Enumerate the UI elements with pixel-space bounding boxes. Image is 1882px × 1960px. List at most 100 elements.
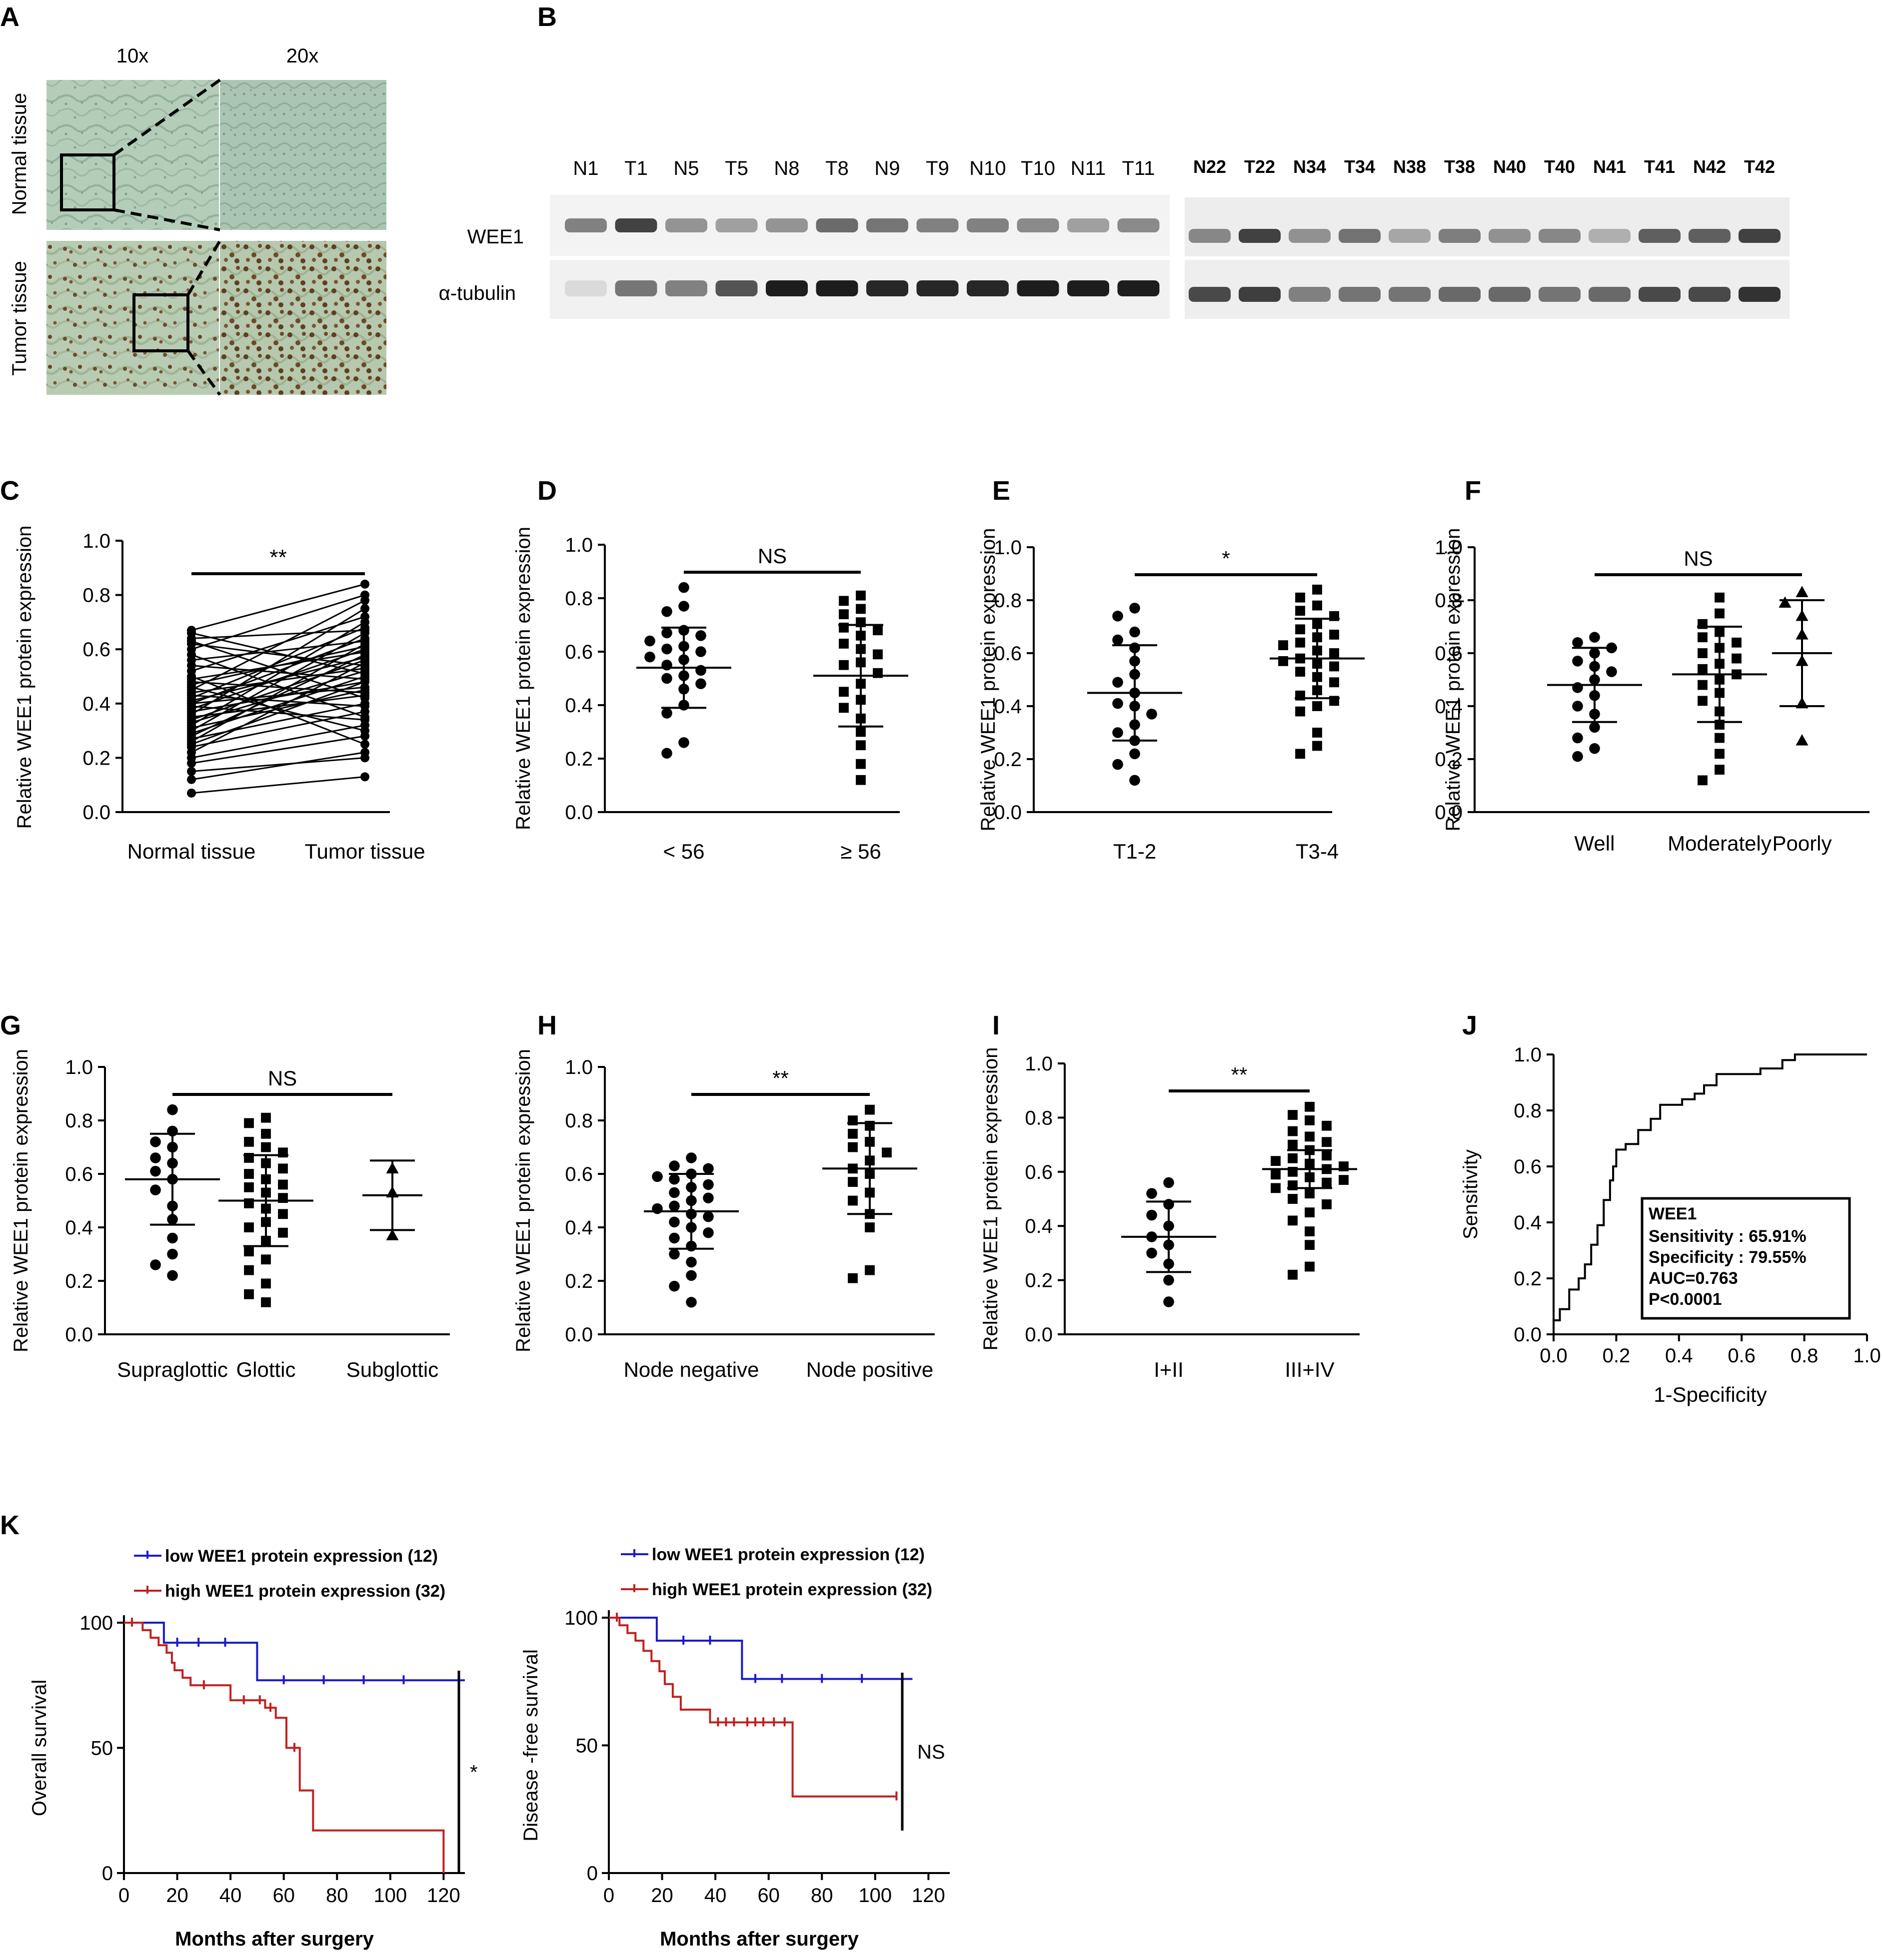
pair-line	[191, 632, 365, 675]
data-point	[1295, 624, 1305, 635]
pair-line	[191, 724, 365, 759]
data-point	[1295, 606, 1305, 616]
pair-line	[191, 627, 365, 699]
data-point	[1572, 656, 1583, 667]
panel-letter: F	[1465, 476, 1481, 506]
data-point	[865, 1222, 875, 1232]
y-tick-label: 50	[576, 1735, 598, 1757]
data-point	[187, 775, 196, 784]
data-point	[244, 1246, 254, 1257]
data-point	[1288, 1194, 1298, 1204]
x-category-label: Glottic	[236, 1358, 295, 1381]
lane-label: T11	[1122, 157, 1155, 179]
data-point	[661, 748, 672, 759]
data-point	[1589, 743, 1600, 754]
data-point	[1606, 666, 1617, 677]
high-expression-curve	[609, 1617, 897, 1798]
x-category-label: Well	[1575, 832, 1615, 855]
y-tick-label: 0.8	[82, 585, 110, 607]
y-axis-label: Relative WEE1 protein expression	[977, 528, 999, 832]
x-tick-label: 80	[811, 1885, 833, 1907]
wee1-band	[766, 218, 808, 232]
data-point	[1715, 733, 1725, 743]
wee1-band	[1689, 229, 1731, 243]
x-axis-label: Months after surgery	[175, 1928, 374, 1950]
data-point	[244, 1222, 254, 1232]
data-point	[1112, 698, 1123, 709]
panel-letter: C	[0, 476, 19, 506]
low-expression-curve	[124, 1622, 465, 1682]
y-tick-label: 0.8	[65, 1110, 93, 1132]
y-tick-label: 1.0	[565, 1056, 593, 1078]
lane-label: T38	[1444, 156, 1475, 177]
data-point	[848, 1195, 858, 1206]
y-tick-label: 0.0	[1025, 1324, 1053, 1346]
ihc-tumor-20x-image	[220, 241, 386, 395]
x-category-label: ≥ 56	[840, 840, 881, 863]
legend-label: high WEE1 protein expression (32)	[165, 1582, 445, 1601]
panel-letter: J	[1462, 1010, 1477, 1040]
data-point	[1339, 1175, 1349, 1185]
wee1-band	[866, 218, 908, 232]
y-axis-label: Relative WEE1 protein expression	[10, 1049, 32, 1352]
y-tick-label: 0.6	[65, 1163, 93, 1185]
data-point	[1112, 759, 1123, 770]
roc-curve	[1553, 1053, 1867, 1334]
data-point	[1715, 765, 1725, 775]
wee1-band	[715, 218, 758, 232]
y-tick-label: 0.2	[65, 1270, 93, 1292]
wee1-band	[1017, 218, 1059, 232]
y-tick-label: 1.0	[1514, 1044, 1542, 1066]
data-point	[1322, 1199, 1332, 1209]
significance-label: *	[470, 1762, 478, 1784]
wee1-band	[1639, 229, 1681, 243]
data-point	[1329, 661, 1339, 672]
panel-k2-survival-chart: 0 50 100 0 20 40 60 80 100 120 Months after surger…	[520, 1545, 950, 1950]
panel-h-chart: H 0.0 0.2 0.4 0.6 0.8 1.0 Relative WEE1 protein…	[512, 1010, 935, 1381]
data-point	[261, 1112, 271, 1123]
data-point	[661, 627, 672, 639]
data-point	[261, 1297, 271, 1307]
data-point	[1698, 696, 1708, 706]
data-point	[1572, 682, 1583, 693]
data-point	[1779, 596, 1792, 608]
pair-line	[191, 665, 365, 680]
y-axis-label: Overall survival	[28, 1680, 50, 1816]
data-point	[244, 1265, 254, 1275]
lane-label: N11	[1071, 157, 1106, 179]
data-point	[1271, 1183, 1281, 1193]
y-tick-label: 0.4	[994, 696, 1022, 718]
data-point	[360, 612, 369, 622]
pair-line	[191, 735, 365, 764]
blot-row-label-wee1: WEE1	[467, 226, 524, 248]
data-point	[150, 1184, 161, 1195]
tubulin-band	[1739, 287, 1781, 302]
data-point	[703, 1227, 714, 1238]
x-category-label: Supraglottic	[117, 1358, 228, 1381]
low-expression-curve	[609, 1617, 913, 1680]
lane-label: N41	[1593, 156, 1626, 177]
tubulin-band	[665, 280, 707, 296]
ihc-normal-zoom-line-top	[113, 78, 221, 156]
lane-label: T40	[1544, 156, 1575, 177]
tubulin-band	[1067, 280, 1109, 296]
x-tick-label: 60	[272, 1885, 295, 1907]
data-point	[1129, 603, 1140, 614]
data-point	[386, 1229, 399, 1240]
panel-letter-b: B	[537, 2, 557, 32]
lane-label: N10	[969, 157, 1006, 179]
data-point	[187, 767, 196, 776]
tubulin-band	[1589, 287, 1631, 302]
data-point	[1322, 1137, 1332, 1147]
panel-letter: H	[537, 1010, 557, 1040]
data-point	[848, 1177, 858, 1187]
x-category-label: T3-4	[1296, 840, 1339, 863]
blot-right-wee1-membrane	[1185, 197, 1790, 256]
data-point	[1163, 1177, 1174, 1188]
lane-label: N42	[1693, 156, 1726, 177]
roc-legend-line: P<0.0001	[1649, 1290, 1722, 1309]
y-tick-label: 0.0	[994, 802, 1022, 824]
x-axis-label: 1-Specificity	[1654, 1383, 1767, 1406]
